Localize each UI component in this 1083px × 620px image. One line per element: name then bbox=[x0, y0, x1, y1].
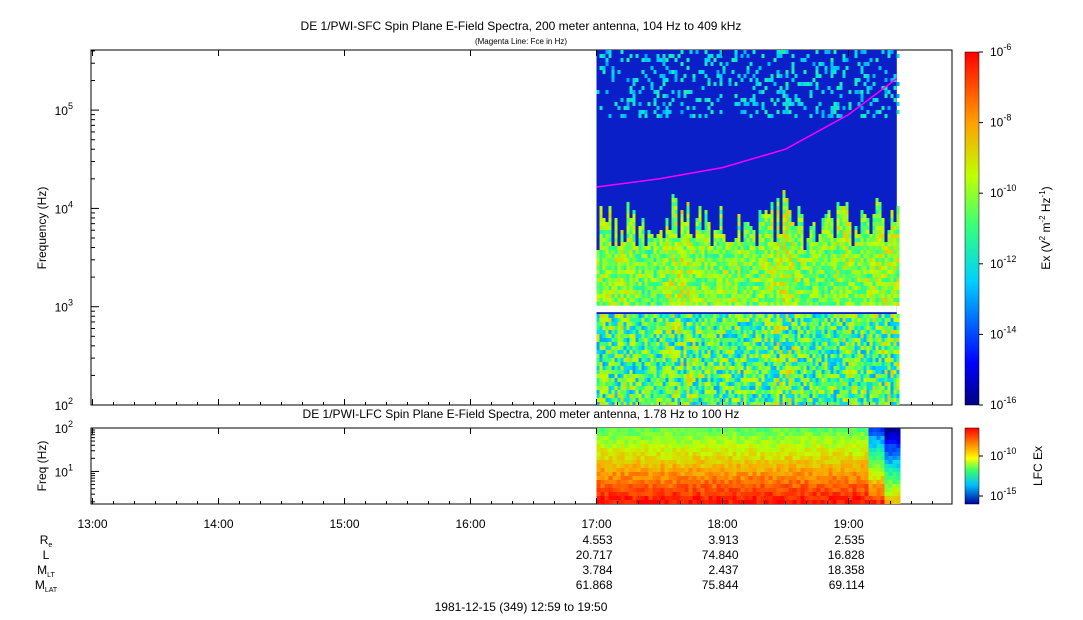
top-colorbar-tick-label: 10-10 bbox=[990, 183, 1016, 200]
footer-time-range: 1981-12-15 (349) 12:59 to 19:50 bbox=[435, 600, 608, 614]
top-y-axis-label: Frequency (Hz) bbox=[35, 187, 49, 270]
x-tick-label: 17:00 bbox=[581, 517, 611, 531]
x-tick-label: 15:00 bbox=[329, 517, 359, 531]
top-colorbar-tick-label: 10-12 bbox=[990, 254, 1016, 271]
top-colorbar-tick-label: 10-14 bbox=[990, 324, 1016, 341]
ephemeris-value: 2.437 bbox=[708, 563, 738, 577]
ephemeris-row-label: MLT bbox=[37, 563, 55, 579]
bottom-colorbar-label: LFC Ex bbox=[1031, 446, 1045, 486]
ephemeris-row-label: Re bbox=[40, 533, 53, 549]
ephemeris-value: 20.717 bbox=[576, 548, 613, 562]
top-y-tick-label: 104 bbox=[55, 199, 73, 216]
ephemeris-value: 16.828 bbox=[828, 548, 865, 562]
ephemeris-value: 18.358 bbox=[828, 563, 865, 577]
top-colorbar bbox=[964, 51, 980, 406]
ephemeris-row-label: L bbox=[43, 548, 50, 562]
bottom-y-tick-label: 102 bbox=[55, 419, 73, 436]
ephemeris-value: 2.535 bbox=[834, 533, 864, 547]
x-tick-label: 16:00 bbox=[455, 517, 485, 531]
x-tick-label: 19:00 bbox=[833, 517, 863, 531]
top-y-tick-label: 103 bbox=[55, 298, 73, 315]
top-y-axis: 102 103 104 105 bbox=[55, 50, 99, 413]
ephemeris-value: 3.913 bbox=[708, 533, 738, 547]
bottom-y-tick-label: 101 bbox=[55, 462, 73, 479]
x-tick-label: 14:00 bbox=[203, 517, 233, 531]
time-axis: 13:00 14:00 15:00 16:00 17:00 18:00 19:00 bbox=[77, 50, 933, 531]
top-spectrogram-image bbox=[596, 50, 900, 405]
top-panel-subtitle: (Magenta Line: Fce in Hz) bbox=[475, 37, 567, 46]
bottom-colorbar-tick-label: 10-10 bbox=[990, 446, 1016, 463]
ephemeris-value: 69.114 bbox=[829, 578, 865, 592]
fce-line bbox=[596, 77, 898, 188]
bottom-spectrogram-image bbox=[596, 428, 901, 504]
top-colorbar-tick-label: 10-8 bbox=[990, 113, 1011, 130]
top-colorbar-ticks: 10-6 10-8 10-10 10-12 10-14 10-16 bbox=[979, 42, 1016, 412]
x-tick-label: 13:00 bbox=[77, 517, 107, 531]
top-y-tick-label: 105 bbox=[55, 101, 73, 118]
top-y-tick-label: 102 bbox=[55, 396, 73, 413]
bottom-colorbar bbox=[964, 427, 980, 505]
bottom-colorbar-tick-label: 10-15 bbox=[990, 486, 1016, 503]
ephemeris-value: 74.840 bbox=[702, 548, 739, 562]
ephemeris-value: 61.868 bbox=[576, 578, 613, 592]
ephemeris-value: 4.553 bbox=[582, 533, 612, 547]
ephemeris-row-label: MLAT bbox=[35, 578, 58, 594]
bottom-y-axis: 101 102 bbox=[55, 419, 99, 503]
ephemeris-value: 75.844 bbox=[702, 578, 739, 592]
bottom-y-axis-label: Freq (Hz) bbox=[35, 441, 49, 492]
bottom-colorbar-ticks: 10-10 10-15 bbox=[979, 446, 1016, 503]
top-colorbar-tick-label: 10-16 bbox=[990, 395, 1016, 412]
ephemeris-value: 3.784 bbox=[582, 563, 612, 577]
top-colorbar-tick-label: 10-6 bbox=[990, 42, 1011, 59]
bottom-panel-title: DE 1/PWI-LFC Spin Plane E-Field Spectra,… bbox=[303, 407, 740, 421]
top-panel-title: DE 1/PWI-SFC Spin Plane E-Field Spectra,… bbox=[301, 19, 742, 33]
x-tick-label: 18:00 bbox=[707, 517, 737, 531]
ephemeris-table: Re 4.553 3.913 2.535 L 20.717 74.840 16.828 MLT 3… bbox=[35, 533, 865, 594]
top-colorbar-label: Ex (V2 m-2 Hz-1) bbox=[1038, 186, 1053, 269]
